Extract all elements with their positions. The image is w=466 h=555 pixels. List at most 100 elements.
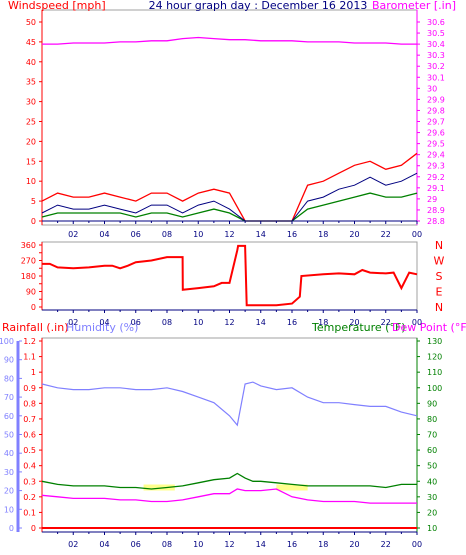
barometer-tick-label: 29.7 (427, 118, 445, 127)
temperature-tick-label: 10 (427, 524, 437, 533)
compass-label: W (434, 255, 445, 268)
rain-tick-label: 1.2 (23, 337, 36, 346)
barometer-tick-label: 30.4 (427, 40, 445, 49)
humidity-tick-label: 20 (4, 487, 14, 496)
wind-tick-label: 15 (26, 157, 36, 166)
barometer-line (42, 36, 417, 45)
wind-time-tick-label: 22 (381, 230, 391, 239)
wind-time-tick-label: 10 (193, 230, 203, 239)
direction-time-tick-label: 08 (162, 318, 172, 327)
direction-panel (41, 241, 418, 311)
wind-time-tick-label: 14 (256, 230, 266, 239)
dewpoint-line (41, 488, 417, 504)
wind-tick-label: 45 (26, 38, 36, 47)
rain-tick-label: 0.1 (23, 508, 36, 517)
climate-time-tick-label: 12 (224, 540, 234, 549)
climate-time-tick-label: 22 (381, 540, 391, 549)
rain-tick-label: 1 (31, 368, 36, 377)
compass-label: S (436, 270, 443, 283)
wind-time-tick-label: 04 (99, 230, 109, 239)
climate-time-tick-label: 20 (349, 540, 359, 549)
rainfall-title: Rainfall (.in) (2, 321, 69, 334)
direction-time-tick-label: 10 (193, 318, 203, 327)
wind-time-tick-label: 06 (131, 230, 141, 239)
wind-time-tick-label: 02 (68, 230, 78, 239)
direction-time-tick-label: 06 (131, 318, 141, 327)
dewpoint-title: Dew Point (°F) (392, 321, 466, 334)
rain-tick-label: 0.9 (23, 384, 36, 393)
humidity-tick-label: 50 (4, 431, 14, 440)
humidity-tick-label: 30 (4, 468, 14, 477)
barometer-tick-label: 30 (427, 84, 437, 93)
temperature-tick-label: 60 (427, 446, 437, 455)
barometer-tick-label: 29.5 (427, 140, 445, 149)
wind-time-tick-label: 18 (318, 230, 328, 239)
direction-tick-label: 360 (21, 241, 36, 250)
direction-time-tick-label: 18 (318, 318, 328, 327)
barometer-tick-label: 29.8 (427, 106, 445, 115)
climate-time-tick-label: 18 (318, 540, 328, 549)
climate-time-tick-label: 10 (193, 540, 203, 549)
direction-time-tick-label: 04 (99, 318, 109, 327)
wind-time-tick-label: 16 (287, 230, 297, 239)
barometer-tick-label: 30.6 (427, 18, 445, 27)
direction-time-tick-label: 00 (412, 318, 422, 327)
wind-title: Windspeed [mph] (8, 0, 106, 12)
wind-panel (41, 9, 418, 226)
direction-time-tick-label: 20 (349, 318, 359, 327)
barometer-tick-label: 28.8 (427, 217, 445, 226)
wind-tick-label: 5 (31, 197, 36, 206)
wind-trend-line (41, 172, 418, 222)
climate-time-tick-label: 04 (99, 540, 109, 549)
rain-tick-label: 0.8 (23, 399, 36, 408)
wind-tick-label: 0 (31, 217, 36, 226)
temperature-tick-label: 110 (427, 368, 442, 377)
humidity-tick-label: 80 (4, 374, 14, 383)
humidity-tick-label: 60 (4, 412, 14, 421)
compass-label: N (435, 239, 443, 252)
temperature-tick-label: 70 (427, 431, 437, 440)
barometer-tick-label: 29.4 (427, 151, 445, 160)
compass-label: N (435, 301, 443, 314)
wind-time-tick-label: 20 (349, 230, 359, 239)
graph-title: 24 hour graph day : December 16 2013 (149, 0, 368, 12)
barometer-tick-label: 29 (427, 195, 437, 204)
humidity-tick-label: 40 (4, 449, 14, 458)
humidity-tick-label: 90 (4, 356, 14, 365)
barometer-tick-label: 30.5 (427, 29, 445, 38)
direction-tick-label: 180 (21, 272, 36, 281)
wind-time-tick-label: 08 (162, 230, 172, 239)
barometer-tick-label: 29.2 (427, 173, 445, 182)
direction-tick-label: 270 (21, 257, 36, 266)
direction-tick-label: 0 (31, 303, 36, 312)
climate-time-tick-label: 06 (131, 540, 141, 549)
temperature-title: Temperature (°F) (311, 321, 406, 334)
direction-time-tick-label: 14 (256, 318, 266, 327)
wind-tick-label: 30 (26, 98, 36, 107)
humidity-line (41, 381, 418, 427)
rain-tick-label: 0.6 (23, 431, 36, 440)
wind-gust-line (41, 152, 418, 222)
wind-direction-line (42, 244, 418, 307)
direction-tick-label: 90 (26, 288, 36, 297)
climate-time-tick-label: 00 (412, 540, 422, 549)
wind-tick-label: 35 (26, 78, 36, 87)
direction-time-tick-label: 16 (287, 318, 297, 327)
temperature-tick-label: 130 (427, 337, 442, 346)
rain-tick-label: 0.4 (23, 462, 36, 471)
barometer-title: Barometer [.in] (372, 0, 456, 12)
wind-tick-label: 50 (26, 18, 36, 27)
humidity-tick-label: 100 (0, 337, 14, 346)
climate-time-tick-label: 14 (256, 540, 266, 549)
rain-tick-label: 0.3 (23, 477, 36, 486)
humidity-title: Humidity (%) (66, 321, 138, 334)
temperature-tick-label: 30 (427, 493, 437, 502)
climate-panel (41, 337, 418, 533)
chart-marks: 0510152025303540455028.828.92929.129.229… (0, 18, 445, 549)
wind-time-tick-label: 12 (224, 230, 234, 239)
temperature-tick-label: 80 (427, 415, 437, 424)
temperature-line (41, 472, 417, 490)
barometer-tick-label: 30.3 (427, 51, 445, 60)
direction-time-tick-label: 12 (224, 318, 234, 327)
